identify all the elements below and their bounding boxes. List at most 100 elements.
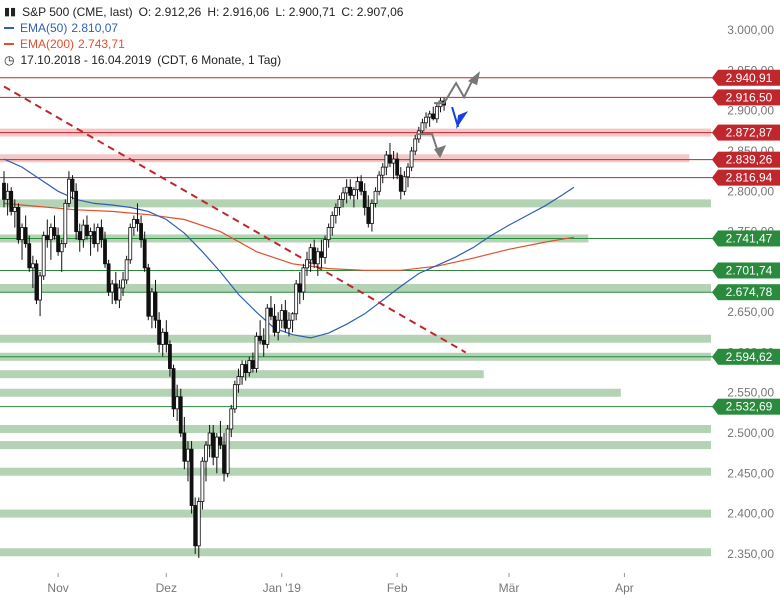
candle-body xyxy=(265,307,270,345)
legend-instrument: S&P 500 (CME, last) xyxy=(22,5,133,19)
candle-body xyxy=(48,227,53,241)
candle xyxy=(312,239,317,268)
candle-body xyxy=(153,291,158,321)
candle-body xyxy=(178,396,183,434)
scenario-down-arrow xyxy=(416,133,440,153)
candle-body xyxy=(384,154,389,168)
candle-body xyxy=(431,113,436,120)
x-tick-label: Feb xyxy=(387,581,408,595)
candle-body xyxy=(348,186,353,196)
candle-body xyxy=(128,227,133,261)
candle xyxy=(323,235,327,264)
candle-body xyxy=(110,283,115,293)
candle xyxy=(409,146,414,172)
price-label-pointer xyxy=(712,169,718,186)
candle xyxy=(406,163,410,188)
ema50-swatch xyxy=(4,27,14,29)
candle-body xyxy=(402,176,407,192)
candle-body xyxy=(236,376,241,386)
legend-open: O: 2.912,26 xyxy=(138,5,202,19)
candle xyxy=(149,287,154,329)
candle-body xyxy=(366,207,371,224)
ema50-line xyxy=(3,158,575,339)
x-tick-label: Jan '19 xyxy=(263,581,302,595)
candle xyxy=(77,223,82,252)
candle-body xyxy=(85,224,89,237)
zone-band xyxy=(0,283,711,292)
candle-body xyxy=(77,231,82,241)
price-label: 2.839,26 xyxy=(712,151,780,168)
candle-body xyxy=(131,219,136,228)
candle-body xyxy=(99,227,104,241)
x-tick-label: Nov xyxy=(47,581,68,595)
candle-body xyxy=(294,283,299,315)
candle-body xyxy=(341,192,345,200)
candle-body xyxy=(67,178,71,204)
ema200-swatch xyxy=(4,43,14,45)
candle-body xyxy=(370,202,374,224)
arrow-head-up xyxy=(468,71,481,86)
candle xyxy=(279,304,284,329)
candle-body xyxy=(5,190,10,200)
legend-ema200-label: EMA(200) xyxy=(20,37,75,51)
candle-body xyxy=(103,239,107,265)
candle-body xyxy=(388,154,392,164)
candle-body xyxy=(175,396,180,410)
candle-body xyxy=(157,319,162,345)
candle-body xyxy=(38,275,42,301)
price-label-box xyxy=(718,230,780,247)
legend-range: 17.10.2018 - 16.04.2019 xyxy=(20,53,152,67)
candle-body xyxy=(326,227,331,241)
candle xyxy=(103,231,107,268)
candle xyxy=(225,424,230,478)
candle-body xyxy=(16,207,21,241)
candle xyxy=(70,175,75,200)
candle xyxy=(254,332,259,373)
candle-body xyxy=(337,198,342,208)
candle xyxy=(362,183,367,216)
legend-low: L: 2.900,71 xyxy=(275,5,336,19)
candle-body xyxy=(63,202,68,245)
price-label-text: 2.741,47 xyxy=(726,231,773,245)
candle xyxy=(146,263,151,321)
candle xyxy=(48,223,53,260)
candle xyxy=(398,167,403,200)
candle-body xyxy=(312,247,317,265)
zone-band xyxy=(0,467,711,476)
candle xyxy=(157,312,162,353)
candle-body xyxy=(2,182,6,200)
candle-body xyxy=(74,190,79,232)
candle-body xyxy=(88,231,93,237)
price-label-box xyxy=(718,284,780,301)
candle xyxy=(391,151,396,180)
price-label-pointer xyxy=(712,262,718,279)
candle xyxy=(380,163,385,184)
candle xyxy=(431,106,436,121)
zone-band xyxy=(0,548,711,557)
candle xyxy=(344,179,349,204)
y-tick-label: 3.000,00 xyxy=(727,23,774,37)
candle xyxy=(341,187,345,208)
legend-ema50-value: 2.810,07 xyxy=(71,21,119,35)
price-label: 2.916,50 xyxy=(712,89,780,106)
candle-body xyxy=(81,224,86,241)
candle xyxy=(113,271,118,305)
candle-body xyxy=(305,259,309,269)
arrow-head-down xyxy=(434,145,447,159)
x-tick-label: Dez xyxy=(156,581,177,595)
candle xyxy=(269,296,273,321)
candle-body xyxy=(247,360,252,373)
candle xyxy=(95,223,100,252)
y-tick-label: 2.450,00 xyxy=(727,466,774,480)
candle xyxy=(204,441,208,482)
candle-body xyxy=(301,267,306,293)
price-label-pointer xyxy=(712,69,718,86)
candle-body xyxy=(45,235,50,241)
candle-body xyxy=(308,247,313,261)
y-tick-label: 2.550,00 xyxy=(727,386,774,400)
candle xyxy=(56,227,61,256)
price-label-pointer xyxy=(712,284,718,301)
candle xyxy=(92,223,97,248)
candle xyxy=(110,279,115,305)
